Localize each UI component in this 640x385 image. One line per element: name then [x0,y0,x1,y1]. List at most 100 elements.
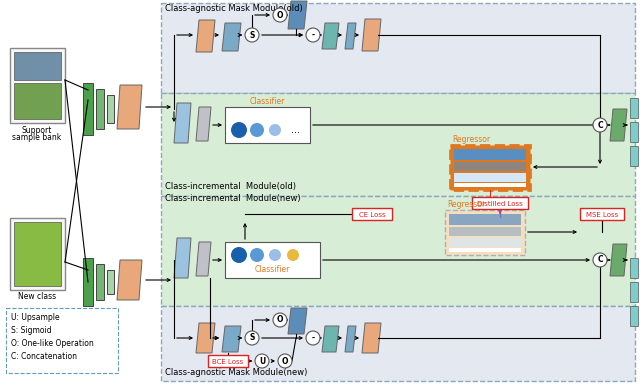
Text: O: O [276,315,284,325]
Circle shape [273,313,287,327]
FancyBboxPatch shape [6,308,118,373]
FancyBboxPatch shape [107,270,114,294]
Circle shape [278,354,292,368]
Polygon shape [196,323,215,353]
Polygon shape [117,85,142,129]
Text: Classifier: Classifier [250,97,285,106]
Text: BCE Loss: BCE Loss [212,359,244,365]
Text: S: Sigmoid: S: Sigmoid [11,326,52,335]
Circle shape [593,253,607,267]
FancyBboxPatch shape [630,98,638,118]
FancyBboxPatch shape [161,196,635,306]
Polygon shape [362,19,381,51]
FancyBboxPatch shape [161,306,635,381]
FancyBboxPatch shape [454,149,526,160]
Text: Distilled Loss: Distilled Loss [477,201,523,207]
FancyBboxPatch shape [208,355,248,367]
Circle shape [269,249,281,261]
Circle shape [273,8,287,22]
Text: C: C [597,121,603,129]
FancyBboxPatch shape [630,282,638,302]
Polygon shape [322,326,339,352]
Text: Class-incremental  Module(new): Class-incremental Module(new) [165,194,301,203]
Circle shape [231,122,247,138]
FancyBboxPatch shape [352,208,392,220]
Polygon shape [196,107,211,141]
Text: U: Upsample: U: Upsample [11,313,60,322]
Polygon shape [362,323,381,353]
FancyBboxPatch shape [14,222,61,286]
FancyBboxPatch shape [630,122,638,142]
Polygon shape [345,326,356,352]
Polygon shape [288,1,307,29]
Text: -: - [312,30,315,40]
Polygon shape [222,326,241,352]
Circle shape [245,331,259,345]
Circle shape [287,249,299,261]
Text: Class-agnostic Mask Module(old): Class-agnostic Mask Module(old) [165,4,303,13]
FancyBboxPatch shape [225,107,310,143]
Circle shape [593,118,607,132]
FancyBboxPatch shape [225,242,320,278]
FancyBboxPatch shape [449,248,521,252]
Text: sample bank: sample bank [12,133,61,142]
Text: CE Loss: CE Loss [358,212,385,218]
FancyBboxPatch shape [14,83,61,119]
Text: Class-agnostic Mask Module(new): Class-agnostic Mask Module(new) [165,368,307,377]
Circle shape [245,28,259,42]
FancyBboxPatch shape [454,173,526,182]
Text: Support: Support [22,126,52,135]
Circle shape [255,354,269,368]
Text: C: C [597,256,603,264]
FancyBboxPatch shape [630,306,638,326]
FancyBboxPatch shape [10,48,65,123]
Polygon shape [222,23,241,51]
FancyBboxPatch shape [83,258,93,306]
Text: Class-incremental  Module(old): Class-incremental Module(old) [165,182,296,191]
FancyBboxPatch shape [161,93,635,196]
FancyBboxPatch shape [454,183,526,187]
Text: New class: New class [18,292,56,301]
FancyBboxPatch shape [161,3,635,93]
Polygon shape [610,244,627,276]
Text: Regressor: Regressor [447,200,485,209]
Text: MSE Loss: MSE Loss [586,212,618,218]
Text: Classifier: Classifier [254,265,290,274]
Circle shape [306,28,320,42]
FancyBboxPatch shape [83,83,93,135]
Circle shape [306,331,320,345]
Text: Regressor: Regressor [452,135,490,144]
FancyBboxPatch shape [96,264,104,300]
Polygon shape [345,23,356,49]
FancyBboxPatch shape [449,238,521,247]
FancyBboxPatch shape [454,162,526,171]
Text: O: One-like Operation: O: One-like Operation [11,339,93,348]
Polygon shape [322,23,339,49]
FancyBboxPatch shape [107,95,114,123]
FancyBboxPatch shape [10,218,65,290]
Text: -: - [312,333,315,343]
FancyBboxPatch shape [14,52,61,80]
FancyBboxPatch shape [445,210,525,255]
FancyBboxPatch shape [449,214,521,225]
Polygon shape [174,238,191,278]
Text: U: U [259,357,265,365]
Polygon shape [117,260,142,300]
FancyBboxPatch shape [580,208,624,220]
Polygon shape [610,109,627,141]
Text: S: S [250,333,255,343]
FancyBboxPatch shape [96,89,104,129]
Text: O: O [282,357,288,365]
Text: C: Concatenation: C: Concatenation [11,352,77,361]
FancyBboxPatch shape [630,146,638,166]
Polygon shape [288,308,307,334]
FancyBboxPatch shape [449,227,521,236]
Circle shape [250,248,264,262]
Circle shape [231,247,247,263]
FancyBboxPatch shape [630,258,638,278]
Circle shape [269,124,281,136]
Text: ...: ... [291,125,300,135]
Text: S: S [250,30,255,40]
FancyBboxPatch shape [450,145,530,190]
Polygon shape [196,20,215,52]
